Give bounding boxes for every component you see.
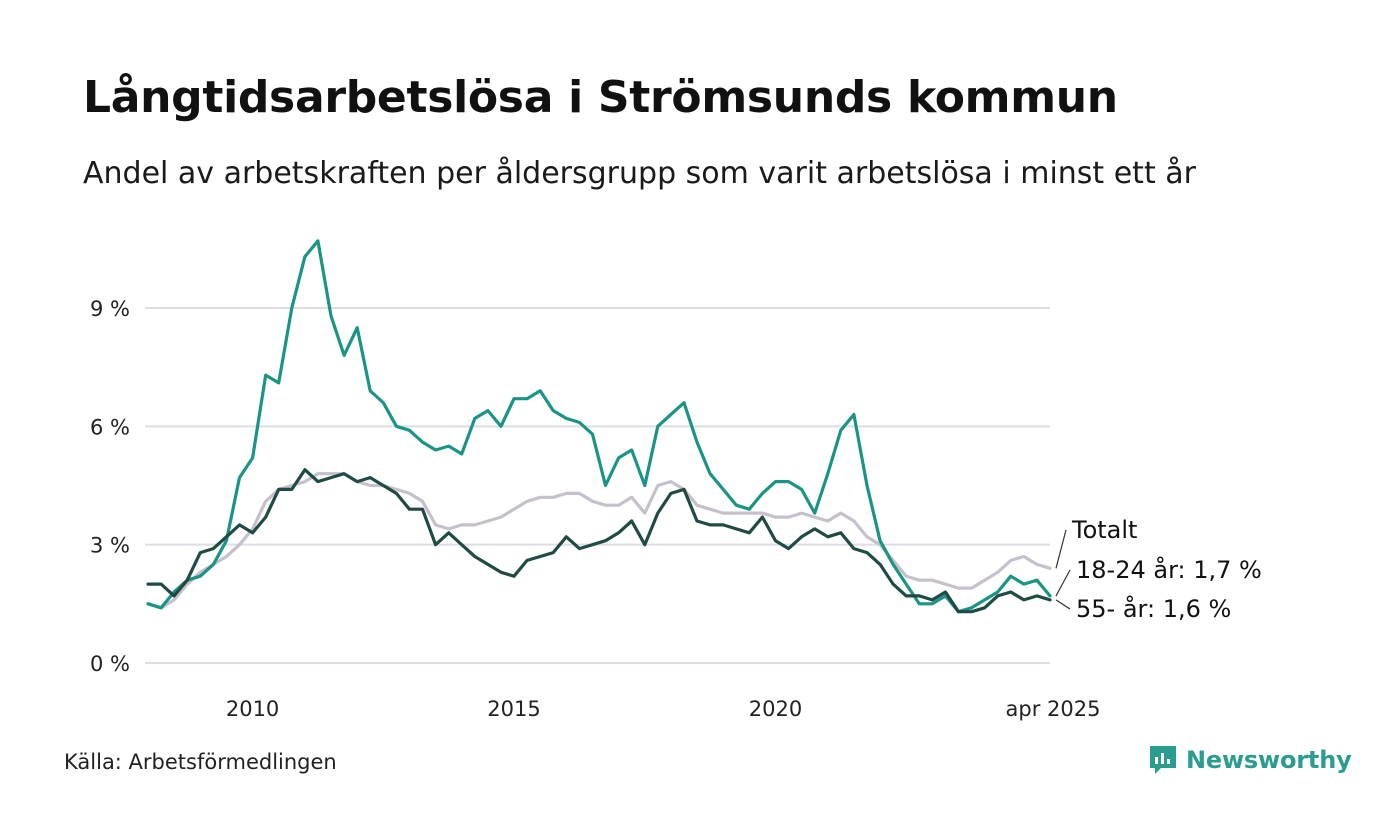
brand-name: Newsworthy [1186, 746, 1352, 774]
x-tick-label: 2020 [749, 697, 802, 721]
brand-logo: Newsworthy [1148, 744, 1352, 776]
y-tick-label: 0 % [90, 652, 130, 676]
x-tick-label: 2010 [226, 697, 279, 721]
grid-lines [145, 307, 1050, 664]
chart-title: Långtidsarbetslösa i Strömsunds kommun [83, 72, 1118, 123]
series-line-1 [146, 239, 1052, 614]
line-chart: 0 % 3 % 6 % 9 % 2010 2015 2020 apr 2025 Totalt… [90, 239, 1262, 721]
series-end-label: 55- år: 1,6 % [1076, 594, 1231, 623]
y-tick-label: 9 % [90, 297, 130, 321]
leader-line-1 [1055, 569, 1071, 597]
source-note: Källa: Arbetsförmedlingen [64, 750, 337, 774]
series-lines [146, 239, 1052, 614]
newsworthy-icon [1150, 746, 1176, 774]
series-line-0 [146, 472, 1052, 610]
leader-line-2 [1055, 599, 1071, 610]
y-axis: 0 % 3 % 6 % 9 % [90, 297, 130, 676]
series-end-label: 18-24 år: 1,7 % [1076, 555, 1262, 584]
x-tick-label: apr 2025 [1006, 697, 1101, 721]
series-line-2 [146, 468, 1052, 614]
x-axis: 2010 2015 2020 apr 2025 [226, 697, 1101, 721]
x-tick-label: 2015 [487, 697, 540, 721]
end-labels: Totalt 18-24 år: 1,7 % 55- år: 1,6 % [1055, 516, 1262, 623]
y-tick-label: 6 % [90, 415, 130, 439]
chart-subtitle: Andel av arbetskraften per åldersgrupp s… [83, 156, 1196, 191]
series-end-label: Totalt [1071, 516, 1137, 544]
leader-line-0 [1055, 529, 1067, 569]
y-tick-label: 3 % [90, 534, 130, 558]
